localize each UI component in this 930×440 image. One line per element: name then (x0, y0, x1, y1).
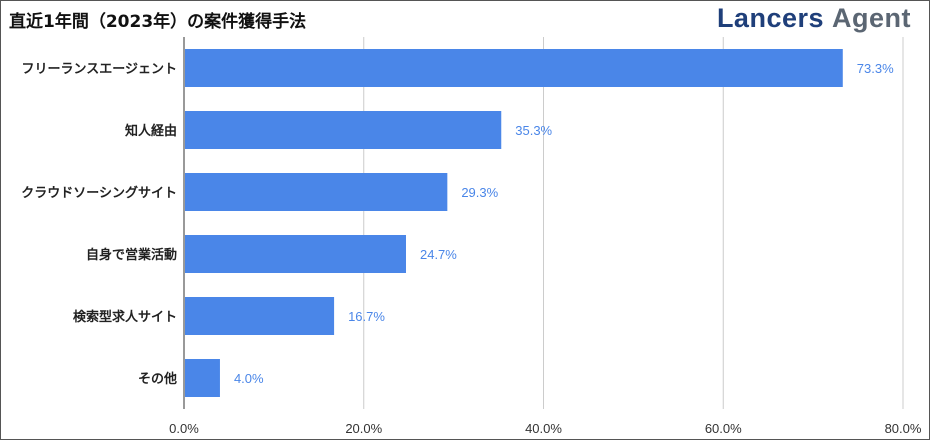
data-label: 4.0% (234, 371, 264, 386)
bar (185, 235, 406, 273)
logo-text-agent: Agent (832, 3, 911, 33)
category-label: フリーランスエージェント (22, 62, 177, 77)
x-tick-label: 60.0% (705, 421, 742, 436)
category-label: 知人経由 (125, 123, 177, 139)
data-label: 16.7% (348, 309, 385, 324)
x-tick-label: 20.0% (345, 421, 382, 436)
brand-logo: Lancers Agent (717, 3, 911, 34)
x-tick-label: 40.0% (525, 421, 562, 436)
data-label: 29.3% (461, 185, 498, 200)
bar (185, 297, 335, 335)
bar (185, 173, 448, 211)
x-tick-label: 80.0% (885, 421, 922, 436)
bar (185, 49, 843, 87)
category-label: その他 (138, 371, 177, 387)
data-label: 35.3% (515, 123, 552, 138)
bar (185, 359, 220, 397)
chart-title: 直近1年間（2023年）の案件獲得手法 (9, 12, 307, 32)
category-label: 自身で営業活動 (86, 247, 177, 263)
data-label: 24.7% (420, 247, 457, 262)
data-label: 73.3% (857, 61, 894, 76)
x-tick-label: 0.0% (169, 421, 199, 436)
category-label: 検索型求人サイト (73, 309, 177, 325)
category-label: クラウドソーシングサイト (21, 185, 177, 201)
logo-text-lancers: Lancers (716, 3, 824, 33)
bar (185, 111, 502, 149)
